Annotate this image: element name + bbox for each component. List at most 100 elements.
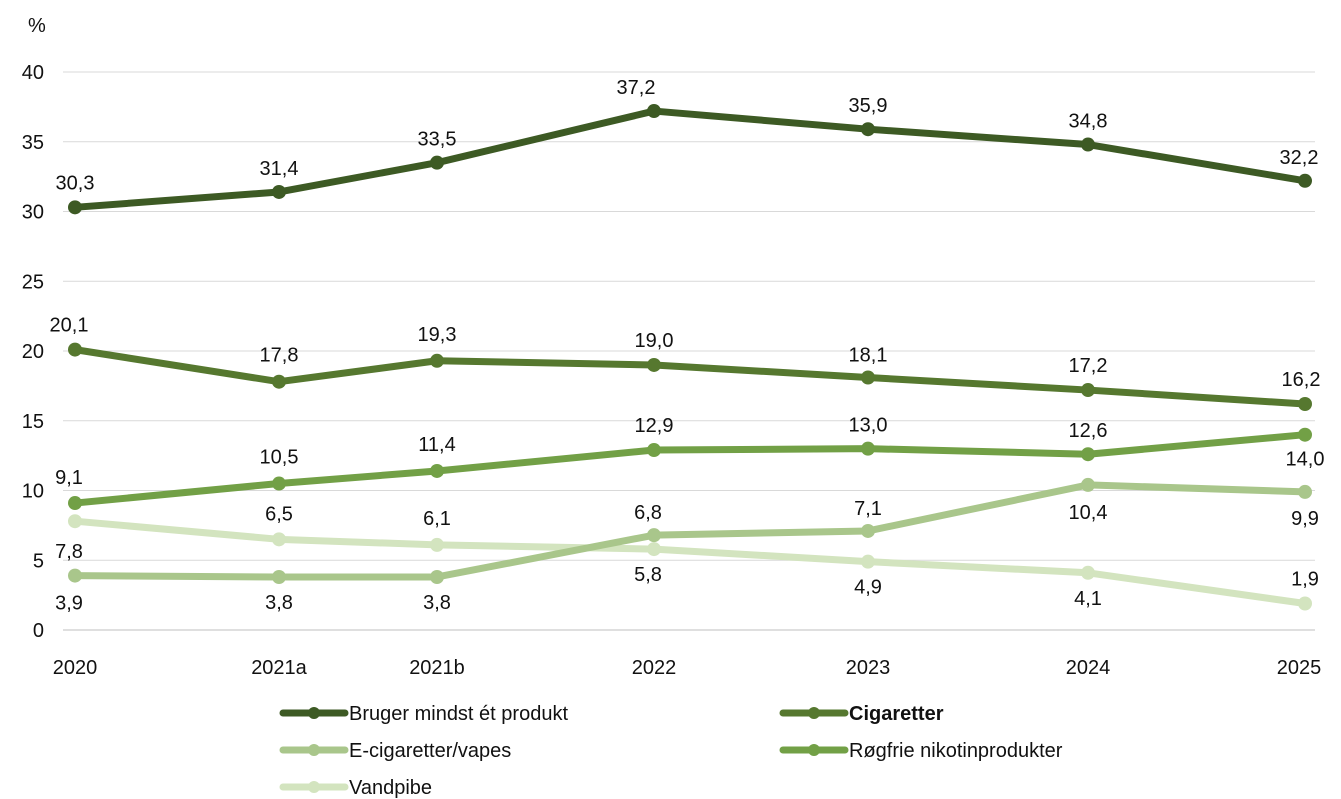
data-point-vandpibe-2022 <box>647 542 661 557</box>
data-label-bruger-mindst-et-produkt-2021b: 33,5 <box>418 129 457 151</box>
legend-label: Vandpibe <box>349 777 432 799</box>
data-point-vandpibe-2023 <box>861 554 875 569</box>
legend-item-vandpibe: Vandpibe <box>279 777 432 799</box>
data-point-rogfrie-nikotinprodukter-2020 <box>68 496 82 511</box>
data-label-e-cigaretter-vapes-2021b: 3,8 <box>423 592 451 614</box>
data-label-bruger-mindst-et-produkt-2021a: 31,4 <box>260 158 299 180</box>
data-label-cigaretter-2021b: 19,3 <box>418 324 457 346</box>
data-label-bruger-mindst-et-produkt-2020: 30,3 <box>56 172 95 194</box>
data-point-cigaretter-2023 <box>861 370 875 385</box>
data-label-cigaretter-2024: 17,2 <box>1069 355 1108 377</box>
data-point-e-cigaretter-vapes-2020 <box>68 568 82 583</box>
data-label-bruger-mindst-et-produkt-2025: 32,2 <box>1280 147 1319 169</box>
legend: Bruger mindst ét produkt Cigaretter E-ciga… <box>279 703 1063 799</box>
y-tick-label-25: 25 <box>22 271 44 293</box>
x-tick-label-2023: 2023 <box>846 657 891 679</box>
legend-swatch-marker <box>308 781 320 793</box>
data-point-cigaretter-2025 <box>1298 397 1312 412</box>
y-axis-unit-label: % <box>28 15 46 37</box>
data-label-cigaretter-2021a: 17,8 <box>260 345 299 367</box>
data-label-rogfrie-nikotinprodukter-2023: 13,0 <box>849 415 888 437</box>
data-point-rogfrie-nikotinprodukter-2024 <box>1081 447 1095 462</box>
data-label-vandpibe-2020: 7,8 <box>55 541 83 563</box>
data-point-vandpibe-2020 <box>68 514 82 529</box>
data-point-bruger-mindst-et-produkt-2020 <box>68 200 82 215</box>
legend-label: Cigaretter <box>849 703 944 725</box>
data-point-bruger-mindst-et-produkt-2025 <box>1298 173 1312 188</box>
data-label-rogfrie-nikotinprodukter-2020: 9,1 <box>55 467 83 489</box>
data-point-cigaretter-2020 <box>68 342 82 357</box>
data-point-bruger-mindst-et-produkt-2024 <box>1081 137 1095 152</box>
data-point-rogfrie-nikotinprodukter-2022 <box>647 443 661 458</box>
legend-swatch-marker <box>308 744 320 756</box>
series-line-rogfrie-nikotinprodukter <box>71 431 1309 507</box>
legend-label: Røgfrie nikotinprodukter <box>849 740 1063 762</box>
y-tick-label-10: 10 <box>22 481 44 503</box>
data-point-rogfrie-nikotinprodukter-2025 <box>1298 427 1312 442</box>
legend-label: E-cigaretter/vapes <box>349 740 511 762</box>
data-point-vandpibe-2021a <box>272 532 286 547</box>
data-point-bruger-mindst-et-produkt-2023 <box>861 122 875 137</box>
data-label-cigaretter-2025: 16,2 <box>1282 369 1321 391</box>
data-point-rogfrie-nikotinprodukter-2021a <box>272 476 286 491</box>
y-tick-label-40: 40 <box>22 62 44 84</box>
data-point-e-cigaretter-vapes-2025 <box>1298 484 1312 499</box>
data-label-rogfrie-nikotinprodukter-2021a: 10,5 <box>260 447 299 469</box>
y-tick-label-35: 35 <box>22 132 44 154</box>
data-point-cigaretter-2021a <box>272 374 286 389</box>
data-label-vandpibe-2024: 4,1 <box>1074 588 1102 610</box>
x-tick-label-2021b: 2021b <box>409 657 465 679</box>
data-label-vandpibe-2025: 1,9 <box>1291 568 1319 590</box>
data-label-rogfrie-nikotinprodukter-2025: 14,0 <box>1286 449 1325 471</box>
data-point-cigaretter-2021b <box>430 353 444 368</box>
gridlines <box>63 71 1315 631</box>
y-tick-label-0: 0 <box>33 620 44 642</box>
data-point-cigaretter-2022 <box>647 357 661 372</box>
data-point-bruger-mindst-et-produkt-2022 <box>647 104 661 119</box>
legend-swatch-marker <box>308 707 320 719</box>
data-label-cigaretter-2023: 18,1 <box>849 345 888 367</box>
data-label-vandpibe-2022: 5,8 <box>634 564 662 586</box>
x-axis-ticks: 2020 2021a 2021b 2022 2023 2024 2025 <box>53 657 1322 679</box>
data-label-e-cigaretter-vapes-2023: 7,1 <box>854 498 882 520</box>
y-tick-label-30: 30 <box>22 202 44 224</box>
data-point-e-cigaretter-vapes-2024 <box>1081 477 1095 492</box>
data-point-vandpibe-2021b <box>430 537 444 552</box>
x-tick-label-2020: 2020 <box>53 657 98 679</box>
x-tick-label-2024: 2024 <box>1066 657 1111 679</box>
data-point-e-cigaretter-vapes-2021a <box>272 569 286 584</box>
data-label-e-cigaretter-vapes-2022: 6,8 <box>634 502 662 524</box>
data-label-e-cigaretter-vapes-2021a: 3,8 <box>265 592 293 614</box>
data-point-bruger-mindst-et-produkt-2021b <box>430 155 444 170</box>
legend-item-rogfrie-nikotinprodukter: Røgfrie nikotinprodukter <box>779 740 1063 762</box>
legend-label: Bruger mindst ét produkt <box>349 703 568 725</box>
data-point-bruger-mindst-et-produkt-2021a <box>272 184 286 199</box>
data-point-cigaretter-2024 <box>1081 383 1095 398</box>
data-label-rogfrie-nikotinprodukter-2021b: 11,4 <box>418 434 455 456</box>
data-point-e-cigaretter-vapes-2021b <box>430 569 444 584</box>
data-label-e-cigaretter-vapes-2020: 3,9 <box>55 593 83 615</box>
data-point-e-cigaretter-vapes-2022 <box>647 528 661 543</box>
y-tick-label-20: 20 <box>22 341 44 363</box>
data-label-vandpibe-2023: 4,9 <box>854 577 882 599</box>
data-point-rogfrie-nikotinprodukter-2021b <box>430 463 444 478</box>
data-label-vandpibe-2021b: 6,1 <box>423 508 451 530</box>
legend-swatch-marker <box>808 744 820 756</box>
data-point-vandpibe-2024 <box>1081 565 1095 580</box>
data-label-rogfrie-nikotinprodukter-2024: 12,6 <box>1069 420 1108 442</box>
series-line-e-cigaretter-vapes <box>71 481 1309 581</box>
data-label-bruger-mindst-et-produkt-2024: 34,8 <box>1069 111 1108 133</box>
x-tick-label-2025: 2025 <box>1277 657 1322 679</box>
series-points <box>68 104 1312 611</box>
data-point-vandpibe-2025 <box>1298 596 1312 611</box>
data-label-rogfrie-nikotinprodukter-2022: 12,9 <box>635 415 674 437</box>
data-label-vandpibe-2021a: 6,5 <box>265 503 293 525</box>
legend-item-e-cigaretter-vapes: E-cigaretter/vapes <box>279 740 511 762</box>
y-tick-label-5: 5 <box>33 550 44 572</box>
data-label-e-cigaretter-vapes-2024: 10,4 <box>1069 502 1108 524</box>
data-label-bruger-mindst-et-produkt-2022: 37,2 <box>617 77 656 99</box>
data-label-bruger-mindst-et-produkt-2023: 35,9 <box>849 95 888 117</box>
data-label-cigaretter-2022: 19,0 <box>635 330 674 352</box>
x-tick-label-2022: 2022 <box>632 657 677 679</box>
